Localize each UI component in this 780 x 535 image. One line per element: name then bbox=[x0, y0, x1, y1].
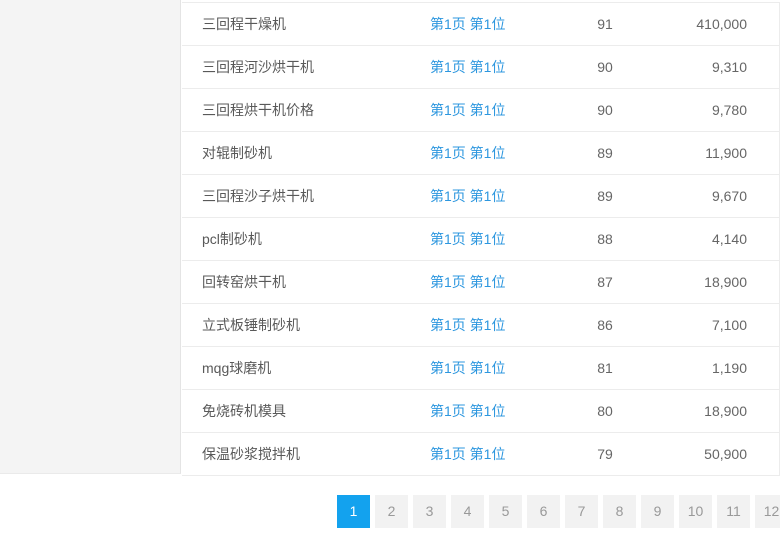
sidebar bbox=[0, 0, 181, 474]
table-row: 免烧砖机模具 第1页 第1位 80 18,900 bbox=[182, 390, 779, 433]
position-cell: 第1页 第1位 bbox=[430, 272, 560, 292]
volume-cell: 18,900 bbox=[704, 403, 747, 419]
score-cell: 90 bbox=[597, 102, 613, 118]
page-button[interactable]: 9 bbox=[641, 495, 674, 528]
table-row: 保温砂浆搅拌机 第1页 第1位 79 50,900 bbox=[182, 433, 779, 476]
keyword-rank-table: 三回程干燥机 第1页 第1位 91 410,000 三回程河沙烘干机 第1页 第… bbox=[182, 2, 780, 476]
position-link[interactable]: 第1页 第1位 bbox=[430, 317, 506, 333]
volume-cell: 11,900 bbox=[705, 145, 747, 161]
position-cell: 第1页 第1位 bbox=[430, 14, 560, 34]
table-row: 三回程干燥机 第1页 第1位 91 410,000 bbox=[182, 3, 779, 46]
score-cell: 89 bbox=[597, 188, 613, 204]
page-button[interactable]: 10 bbox=[679, 495, 712, 528]
score-cell: 88 bbox=[597, 231, 613, 247]
table-row: 三回程沙子烘干机 第1页 第1位 89 9,670 bbox=[182, 175, 779, 218]
keyword-cell: 三回程河沙烘干机 bbox=[202, 59, 314, 75]
table-row: pcl制砂机 第1页 第1位 88 4,140 bbox=[182, 218, 779, 261]
position-cell: 第1页 第1位 bbox=[430, 100, 560, 120]
page-button[interactable]: 2 bbox=[375, 495, 408, 528]
page-button[interactable]: 4 bbox=[451, 495, 484, 528]
table-row: 对辊制砂机 第1页 第1位 89 11,900 bbox=[182, 132, 779, 175]
score-cell: 79 bbox=[597, 446, 613, 462]
volume-cell: 9,310 bbox=[711, 59, 747, 75]
position-link[interactable]: 第1页 第1位 bbox=[430, 188, 506, 204]
position-link[interactable]: 第1页 第1位 bbox=[430, 59, 506, 75]
score-cell: 91 bbox=[597, 16, 613, 32]
volume-cell: 9,780 bbox=[711, 102, 747, 118]
position-link[interactable]: 第1页 第1位 bbox=[430, 16, 506, 32]
page-button[interactable]: 11 bbox=[717, 495, 750, 528]
volume-cell: 9,670 bbox=[711, 188, 747, 204]
page-button[interactable]: 5 bbox=[489, 495, 522, 528]
volume-cell: 7,100 bbox=[711, 317, 747, 333]
keyword-cell: 对辊制砂机 bbox=[202, 145, 272, 161]
score-cell: 86 bbox=[597, 317, 613, 333]
page-button[interactable]: 3 bbox=[413, 495, 446, 528]
page-button-active[interactable]: 1 bbox=[337, 495, 370, 528]
keyword-cell: 三回程干燥机 bbox=[202, 16, 286, 32]
score-cell: 80 bbox=[597, 403, 613, 419]
position-link[interactable]: 第1页 第1位 bbox=[430, 360, 506, 376]
page-button[interactable]: 6 bbox=[527, 495, 560, 528]
position-link[interactable]: 第1页 第1位 bbox=[430, 102, 506, 118]
position-cell: 第1页 第1位 bbox=[430, 401, 560, 421]
volume-cell: 50,900 bbox=[704, 446, 747, 462]
table-row: 三回程河沙烘干机 第1页 第1位 90 9,310 bbox=[182, 46, 779, 89]
score-cell: 87 bbox=[597, 274, 613, 290]
position-cell: 第1页 第1位 bbox=[430, 186, 560, 206]
position-link[interactable]: 第1页 第1位 bbox=[430, 274, 506, 290]
position-cell: 第1页 第1位 bbox=[430, 315, 560, 335]
keyword-cell: 三回程沙子烘干机 bbox=[202, 188, 314, 204]
pagination: 1 2 3 4 5 6 7 8 9 10 11 12 bbox=[337, 495, 780, 528]
score-cell: 90 bbox=[597, 59, 613, 75]
volume-cell: 18,900 bbox=[704, 274, 747, 290]
keyword-cell: 回转窑烘干机 bbox=[202, 274, 286, 290]
keyword-cell: pcl制砂机 bbox=[202, 231, 262, 247]
table-row: 三回程烘干机价格 第1页 第1位 90 9,780 bbox=[182, 89, 779, 132]
keyword-cell: mqg球磨机 bbox=[202, 360, 272, 376]
position-cell: 第1页 第1位 bbox=[430, 444, 560, 464]
position-cell: 第1页 第1位 bbox=[430, 143, 560, 163]
keyword-cell: 免烧砖机模具 bbox=[202, 403, 286, 419]
keyword-cell: 立式板锤制砂机 bbox=[202, 317, 300, 333]
score-cell: 81 bbox=[597, 360, 613, 376]
score-cell: 89 bbox=[597, 145, 613, 161]
volume-cell: 410,000 bbox=[696, 16, 747, 32]
position-cell: 第1页 第1位 bbox=[430, 229, 560, 249]
position-link[interactable]: 第1页 第1位 bbox=[430, 403, 506, 419]
keyword-cell: 三回程烘干机价格 bbox=[202, 102, 314, 118]
position-link[interactable]: 第1页 第1位 bbox=[430, 231, 506, 247]
position-cell: 第1页 第1位 bbox=[430, 57, 560, 77]
position-cell: 第1页 第1位 bbox=[430, 358, 560, 378]
keyword-cell: 保温砂浆搅拌机 bbox=[202, 446, 300, 462]
table-row: 回转窑烘干机 第1页 第1位 87 18,900 bbox=[182, 261, 779, 304]
volume-cell: 1,190 bbox=[711, 360, 747, 376]
table-row: 立式板锤制砂机 第1页 第1位 86 7,100 bbox=[182, 304, 779, 347]
page-button[interactable]: 7 bbox=[565, 495, 598, 528]
position-link[interactable]: 第1页 第1位 bbox=[430, 145, 506, 161]
volume-cell: 4,140 bbox=[711, 231, 747, 247]
table-row: mqg球磨机 第1页 第1位 81 1,190 bbox=[182, 347, 779, 390]
page-button[interactable]: 12 bbox=[755, 495, 780, 528]
page-button[interactable]: 8 bbox=[603, 495, 636, 528]
position-link[interactable]: 第1页 第1位 bbox=[430, 446, 506, 462]
